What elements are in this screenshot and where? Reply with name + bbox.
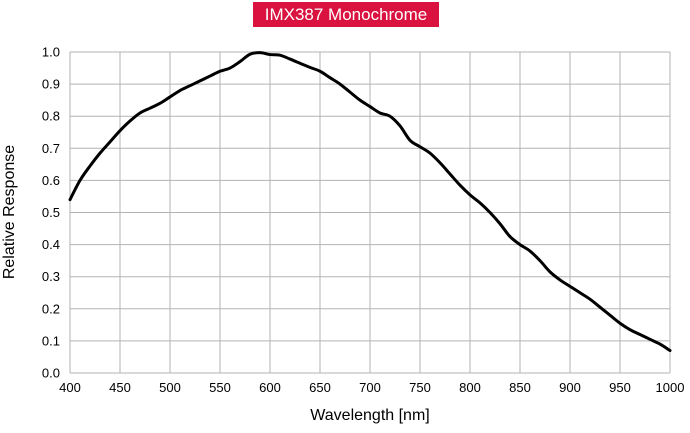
x-tick-label: 550 bbox=[209, 380, 231, 395]
x-axis-label: Wavelength [nm] bbox=[310, 407, 429, 424]
grid-layer bbox=[69, 51, 671, 374]
y-tick-label: 0.5 bbox=[42, 205, 60, 220]
x-tick-label: 700 bbox=[359, 380, 381, 395]
y-tick-label: 0.4 bbox=[42, 237, 60, 252]
chart-title: IMX387 Monochrome bbox=[253, 2, 439, 27]
x-tick-label: 800 bbox=[459, 380, 481, 395]
y-tick-label: 0.3 bbox=[42, 269, 60, 284]
y-tick-label: 0.6 bbox=[42, 173, 60, 188]
y-tick-label: 0.8 bbox=[42, 109, 60, 124]
y-tick-label: 1.0 bbox=[42, 45, 60, 60]
x-tick-label: 1000 bbox=[656, 380, 685, 395]
x-tick-label: 400 bbox=[59, 380, 81, 395]
y-tick-label: 0.1 bbox=[42, 333, 60, 348]
y-tick-label: 0.7 bbox=[42, 141, 60, 156]
y-axis-label: Relative Response bbox=[1, 145, 18, 279]
x-tick-label: 900 bbox=[559, 380, 581, 395]
y-tick-label: 0.9 bbox=[42, 77, 60, 92]
y-tick-label: 0.2 bbox=[42, 301, 60, 316]
x-tick-label: 500 bbox=[159, 380, 181, 395]
x-tick-label: 650 bbox=[309, 380, 331, 395]
series-layer bbox=[68, 51, 672, 353]
response-curve bbox=[68, 51, 672, 353]
x-tick-label: 750 bbox=[409, 380, 431, 395]
x-tick-label: 950 bbox=[609, 380, 631, 395]
x-tick-label: 450 bbox=[109, 380, 131, 395]
x-tick-label: 600 bbox=[259, 380, 281, 395]
tick-layer: 400 450 500 550 600 650 700 750 800 850 900 950 1000… bbox=[42, 45, 685, 396]
y-tick-label: 0.0 bbox=[42, 366, 60, 381]
x-tick-label: 850 bbox=[509, 380, 531, 395]
